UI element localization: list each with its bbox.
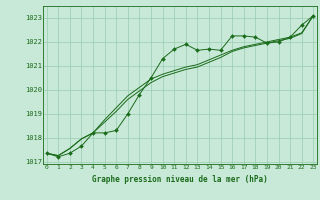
X-axis label: Graphe pression niveau de la mer (hPa): Graphe pression niveau de la mer (hPa) [92, 175, 268, 184]
